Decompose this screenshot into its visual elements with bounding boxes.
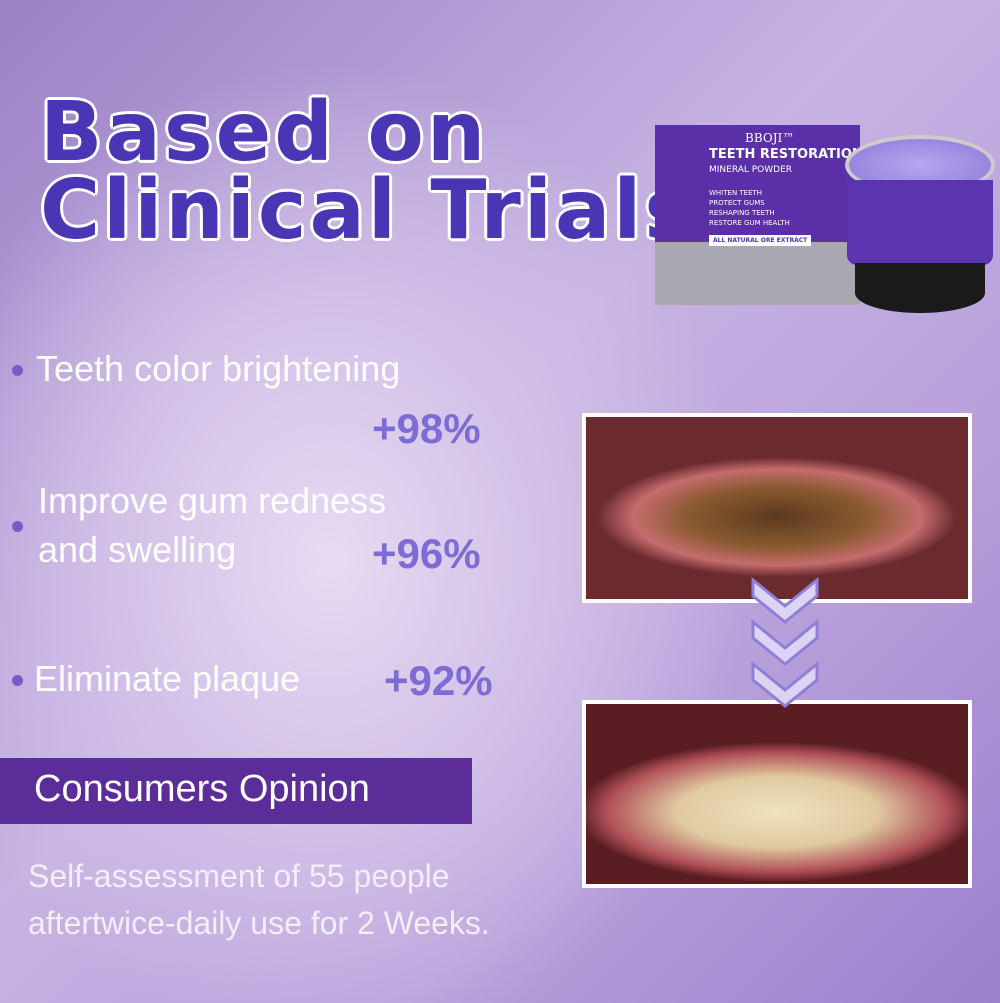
after-photo	[582, 700, 972, 888]
product-subtitle: MINERAL POWDER	[709, 165, 793, 175]
bullet-dot	[12, 365, 23, 376]
bullet-dot	[12, 675, 23, 686]
chevron-down-arrows-icon	[751, 576, 819, 708]
result-label: Improve gum redness	[38, 480, 387, 521]
product-box: BBOJI™ TEETH RESTORATION MINERAL POWDER …	[655, 125, 863, 305]
result-value: +92%	[384, 657, 493, 704]
product-name: TEETH RESTORATION	[709, 147, 863, 162]
feature: RESHAPING TEETH	[709, 209, 775, 217]
headline-line1: Based on	[40, 85, 489, 180]
headline-line2: Clinical Trials	[40, 163, 697, 258]
bullet-dot	[12, 521, 23, 532]
feature: RESTORE GUM HEALTH	[709, 219, 790, 227]
result-value: +98%	[372, 405, 481, 452]
product-jar	[845, 135, 995, 320]
note-line2: aftertwice-daily use for 2 Weeks.	[28, 905, 490, 941]
before-photo	[582, 413, 972, 603]
product-brand: BBOJI™	[745, 131, 795, 145]
result-value: +96%	[372, 530, 481, 577]
product-tag: ALL NATURAL ORE EXTRACT	[709, 235, 812, 246]
result-label: Teeth color brightening	[36, 348, 401, 389]
banner-text: Consumers Opinion	[34, 768, 370, 810]
note-line1: Self-assessment of 55 people	[28, 858, 450, 894]
feature: PROTECT GUMS	[709, 199, 765, 207]
result-label: Eliminate plaque	[34, 658, 301, 699]
feature: WHITEN TEETH	[709, 189, 763, 197]
consumers-opinion-banner: Consumers Opinion	[0, 758, 472, 824]
result-label: and swelling	[38, 529, 237, 570]
product-image: BBOJI™ TEETH RESTORATION MINERAL POWDER …	[655, 115, 1000, 325]
